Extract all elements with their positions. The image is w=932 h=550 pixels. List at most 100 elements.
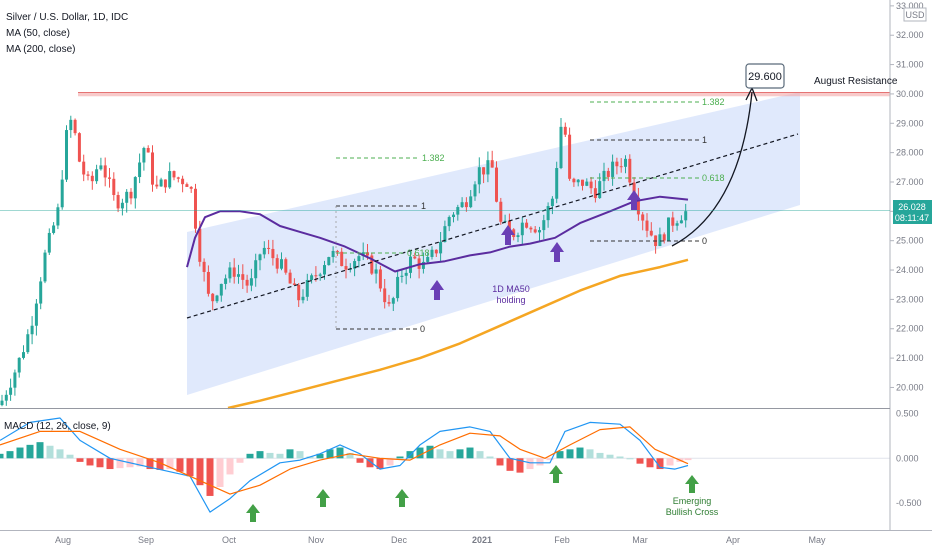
macd-histogram-bar <box>226 458 234 475</box>
candle-body <box>292 283 296 285</box>
candle-body <box>378 269 382 289</box>
candle-body <box>581 179 584 186</box>
candle-body <box>340 251 344 267</box>
macd-histogram-bar <box>684 458 692 461</box>
macd-histogram-bar <box>546 458 554 461</box>
support-arrow <box>550 242 564 262</box>
candle-body <box>90 175 94 182</box>
candle-body <box>585 181 589 186</box>
candle-body <box>391 298 395 304</box>
candle-body <box>443 226 447 243</box>
macd-histogram-bar <box>76 458 84 462</box>
candle-body <box>611 161 615 177</box>
countdown-label: 08:11:47 <box>895 213 929 223</box>
macd-cross-arrow <box>685 475 699 493</box>
target-callout <box>745 63 785 89</box>
candle-body <box>593 188 597 199</box>
macd-tick-label: 0.000 <box>896 453 919 463</box>
macd-cross-arrow <box>246 504 260 522</box>
candle-body <box>181 178 185 185</box>
macd-histogram-bar <box>536 458 544 466</box>
candle-body <box>13 372 17 388</box>
candle-body <box>271 248 275 259</box>
candle-body <box>305 279 309 297</box>
candle-body <box>327 257 331 266</box>
candle-body <box>563 126 567 135</box>
fib-right-0618: 0.618 <box>702 173 725 183</box>
candle-body <box>559 126 563 169</box>
macd-histogram-bar <box>276 453 284 459</box>
candle-body <box>219 283 223 296</box>
august-resistance-band <box>78 92 890 97</box>
candle-body <box>589 181 593 189</box>
candle-body <box>198 228 202 262</box>
candle-body <box>598 181 602 199</box>
ascending-channel <box>187 92 800 395</box>
candle-body <box>77 133 81 162</box>
candle-body <box>503 220 507 222</box>
candle-body <box>495 167 498 202</box>
candle-body <box>538 230 541 233</box>
macd-histogram-bar <box>516 458 524 473</box>
candle-body <box>95 169 99 182</box>
macd-histogram-bar <box>466 447 474 459</box>
candle-body <box>237 274 240 277</box>
candle-body <box>542 220 546 231</box>
support-arrow <box>430 280 444 300</box>
macd-histogram-bar <box>526 458 534 470</box>
candle-body <box>387 302 391 304</box>
candle-body <box>529 227 533 230</box>
overlay-layer <box>78 77 890 522</box>
candle-body <box>224 278 228 284</box>
candle-body <box>194 188 197 229</box>
candle-body <box>456 207 460 215</box>
macd-histogram-bar <box>86 458 94 466</box>
price-tick-label: 24.000 <box>896 265 924 275</box>
candle-body <box>357 256 361 262</box>
macd-histogram-bar <box>246 453 254 459</box>
candle-body <box>383 288 387 303</box>
candles-layer <box>0 115 688 407</box>
macd-histogram-bar <box>216 458 224 487</box>
candle-body <box>47 232 51 253</box>
macd-tick-label: -0.500 <box>896 498 922 508</box>
candle-body <box>439 242 443 254</box>
candle-body <box>460 202 464 208</box>
candle-body <box>335 250 339 252</box>
candle-body <box>615 161 619 167</box>
macd-histogram-bar <box>586 449 594 459</box>
candle-body <box>103 165 107 178</box>
macd-histogram-bar <box>256 451 264 459</box>
macd-histogram-bar <box>476 451 484 459</box>
projection-curve <box>671 91 753 247</box>
candle-body <box>619 166 623 168</box>
ma200-legend: MA (200, close) <box>6 44 75 55</box>
candle-body <box>645 220 649 231</box>
candle-body <box>280 259 283 269</box>
candle-body <box>26 334 30 353</box>
fib-left-1: 1 <box>421 201 426 211</box>
candle-body <box>60 179 64 208</box>
macd-cross-arrow <box>395 489 409 507</box>
candle-body <box>469 196 473 208</box>
candle-body <box>318 274 322 276</box>
macd-histogram-bar <box>336 447 344 459</box>
macd-histogram-bar <box>656 458 664 470</box>
macd-histogram-bar <box>616 456 624 459</box>
chart-title: Silver / U.S. Dollar, 1D, IDC <box>6 12 128 23</box>
macd-histogram-bar <box>296 451 304 459</box>
signal-line <box>0 426 689 495</box>
candle-body <box>30 325 34 335</box>
price-tick-label: 23.000 <box>896 294 924 304</box>
candle-body <box>245 279 249 286</box>
macd-histogram-bar <box>166 458 174 470</box>
candle-body <box>9 387 13 395</box>
macd-cross-arrow <box>549 465 563 483</box>
macd-histogram-bar <box>456 449 464 459</box>
macd-histogram-bar <box>626 458 634 460</box>
candle-body <box>155 184 159 187</box>
candle-body <box>624 158 627 167</box>
currency-badge[interactable] <box>903 7 927 22</box>
candle-body <box>232 267 236 277</box>
